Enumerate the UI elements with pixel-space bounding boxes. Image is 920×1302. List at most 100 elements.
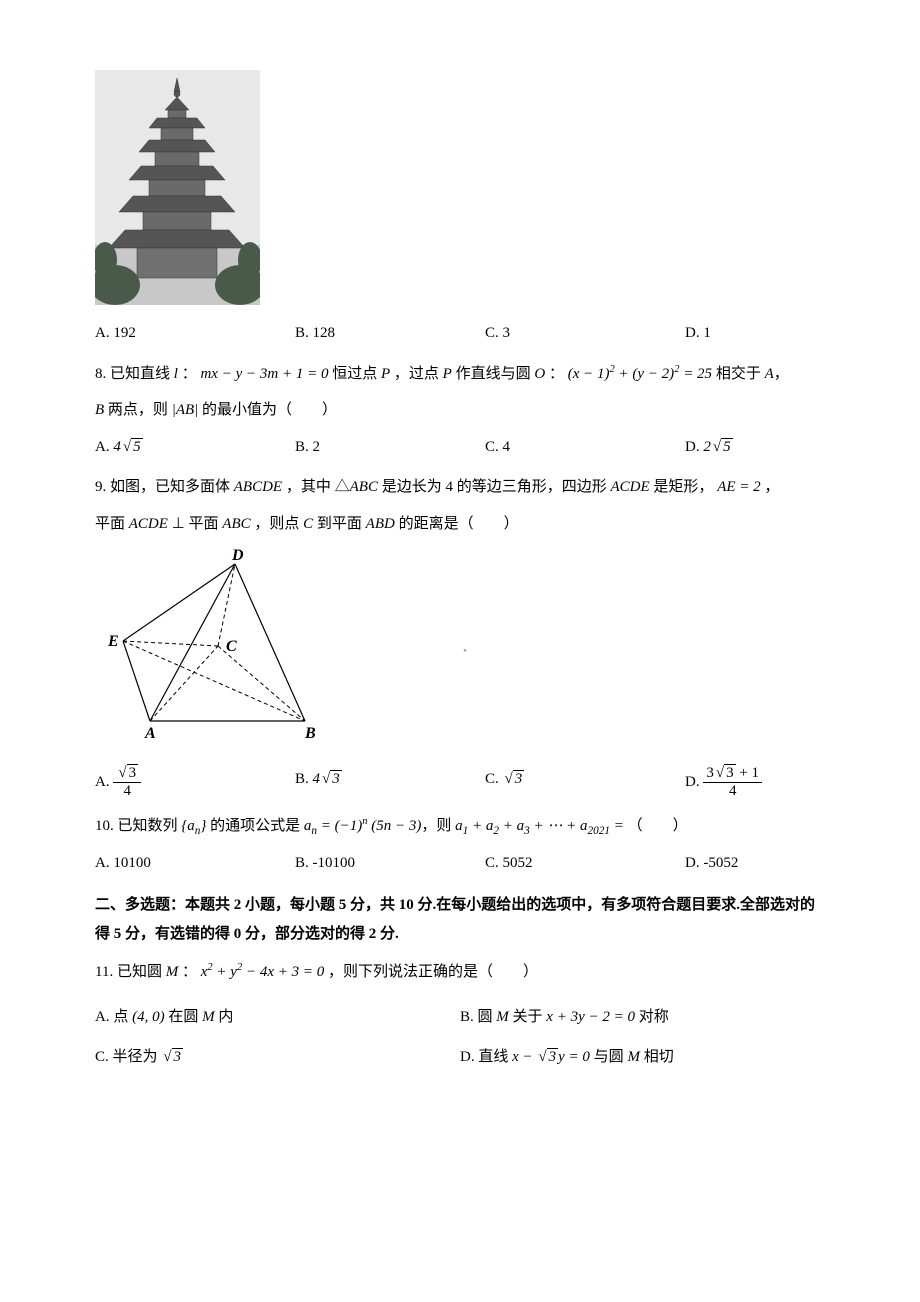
q10: 10. 已知数列 {an} 的通项公式是 an = (−1)n (5n − 3)… [95,812,825,841]
q8-O: O [534,366,545,382]
q11-c-pre: C. 半径为 [95,1049,158,1065]
q10-t2: 的通项公式是 [210,818,300,834]
q8-l2d: 的最小值为（ ） [202,402,337,418]
q9-opt-b: B. 4√3 [295,765,485,801]
q11-M: M [166,964,179,980]
q11-opt-a: A. 点 (4, 0) 在圆 M 内 [95,1003,460,1032]
q9-opt-c: C. √3 [485,765,685,801]
q11-b-mid: 关于 [513,1009,543,1025]
q9-opt-a-den: 4 [113,782,141,800]
q11-d-mid: 与圆 [594,1049,624,1065]
q10-opt-b: B. -10100 [295,849,485,878]
q8-line2: B 两点，则 |AB| 的最小值为（ ） [95,396,825,425]
q7-opt-b: B. 128 [295,319,485,348]
q11-a-pre: A. 点 [95,1009,128,1025]
q9-opt-b-label: B. [295,771,309,787]
q8-colon: ： [182,366,197,382]
q9-opt-a-frac: √3 4 [113,765,141,801]
q9-l2j: 的距离是（ ） [399,516,519,532]
q9-diagram: A B C D E ▪ [105,546,825,757]
q8-t1: 已知直线 [110,366,170,382]
q9-label-A: A [144,725,156,742]
q11: 11. 已知圆 M ： x2 + y2 − 4x + 3 = 0 ，则下列说法正… [95,958,825,987]
q10-sum: a1 + a2 + a3 + ⋯ + a2021 = [455,818,628,834]
q8-AB: |AB| [172,402,199,418]
q11-d-end: 相切 [644,1049,674,1065]
q11-eq: x2 + y2 − 4x + 3 = 0 [201,964,325,980]
q10-t3: ，则 [421,818,451,834]
q11-opt-c: C. 半径为 √3 [95,1043,460,1072]
q9-label-C: C [226,638,237,655]
q11-c-val: √3 [161,1049,183,1065]
q10-an: {an} [181,818,206,834]
q8-options: A. 4√5 B. 2 C. 4 D. 2√5 [95,433,825,462]
q8-opt-d: D. 2√5 [685,433,733,462]
q9-l2c: ⊥ [172,516,185,532]
q10-paren: （ ） [628,818,688,834]
q9-label-B: B [304,725,316,742]
q9-t2: ，其中 [286,479,331,495]
q8-opt-a-val: 4√5 [113,439,142,455]
q9-opt-c-val: √3 [503,771,525,787]
q8-t2: 恒过点 [332,366,377,382]
q9-acde: ACDE [611,479,650,495]
q7-opt-d: D. 1 [685,319,711,348]
q11-a-suf: 在圆 [168,1009,198,1025]
q8-opt-a: A. 4√5 [95,433,295,462]
q9-l2h: 到平面 [317,516,362,532]
q9-opt-d-frac: 3√3 + 1 4 [703,765,762,801]
q8-colon2: ： [549,366,564,382]
center-mark: ▪ [463,642,467,661]
q9-t4: 的等边三角形，四边形 [457,479,607,495]
q11-a-end: 内 [218,1009,233,1025]
q8-opt-b: B. 2 [295,433,485,462]
q11-opt-d: D. 直线 x − √3y = 0 与圆 M 相切 [460,1043,825,1072]
q11-opt-b: B. 圆 M 关于 x + 3y − 2 = 0 对称 [460,1003,825,1032]
q9-opt-c-label: C. [485,771,499,787]
q9-t6: ， [764,479,779,495]
q10-opt-c: C. 5052 [485,849,685,878]
q9-abcde: ABCDE [234,479,282,495]
q8-B: B [95,402,104,418]
q11-b-eq: x + 3y − 2 = 0 [546,1009,635,1025]
q8-opt-d-label: D. [685,439,700,455]
q10-opt-a: A. 10100 [95,849,295,878]
q9-num: 9. [95,479,106,495]
q9-l2e: ABC [222,516,250,532]
q9-l2a: 平面 [95,516,125,532]
q10-opt-d: D. -5052 [685,849,738,878]
q9-label-E: E [107,633,119,650]
q11-colon: ： [182,964,197,980]
q11-d-eq: x − √3y = 0 [512,1049,590,1065]
q9-ae: AE = 2 [717,479,760,495]
q8-opt-c: C. 4 [485,433,685,462]
q9-tri: △ABC [335,479,378,495]
q8-P2: P [443,366,452,382]
q9: 9. 如图，已知多面体 ABCDE ，其中 △ABC 是边长为 4 的等边三角形… [95,473,825,502]
q11-t1: 已知圆 [117,964,162,980]
q11-d-M: M [627,1049,640,1065]
q9-label-D: D [231,547,244,564]
q8-P: P [381,366,390,382]
q8-eq2: (x − 1)2 + (y − 2)2 = 25 [568,366,712,382]
q11-b-M: M [496,1009,509,1025]
q9-opt-b-val: 4√3 [313,771,342,787]
q9-t5: 是矩形， [653,479,713,495]
q9-l2f: ，则点 [254,516,299,532]
q9-opt-d-label: D. [685,774,700,790]
q11-a-pt: (4, 0) [132,1009,165,1025]
q9-t1: 如图，已知多面体 [110,479,230,495]
q9-opt-a: A. √3 4 [95,765,295,801]
q8-t4: 作直线与圆 [456,366,531,382]
q9-four: 4 [445,479,453,495]
q9-opt-d: D. 3√3 + 1 4 [685,765,762,801]
q8-num: 8. [95,366,106,382]
q8-t6: ， [774,366,789,382]
q9-l2b: ACDE [129,516,168,532]
q9-tri-abc: ABC [350,479,378,495]
q11-t2: ，则下列说法正确的是（ ） [328,964,538,980]
q9-line2: 平面 ACDE ⊥ 平面 ABC ，则点 C 到平面 ABD 的距离是（ ） [95,510,825,539]
q11-d-pre: D. 直线 [460,1049,508,1065]
q9-opt-d-den: 4 [703,782,762,800]
q10-t1: 已知数列 [118,818,178,834]
